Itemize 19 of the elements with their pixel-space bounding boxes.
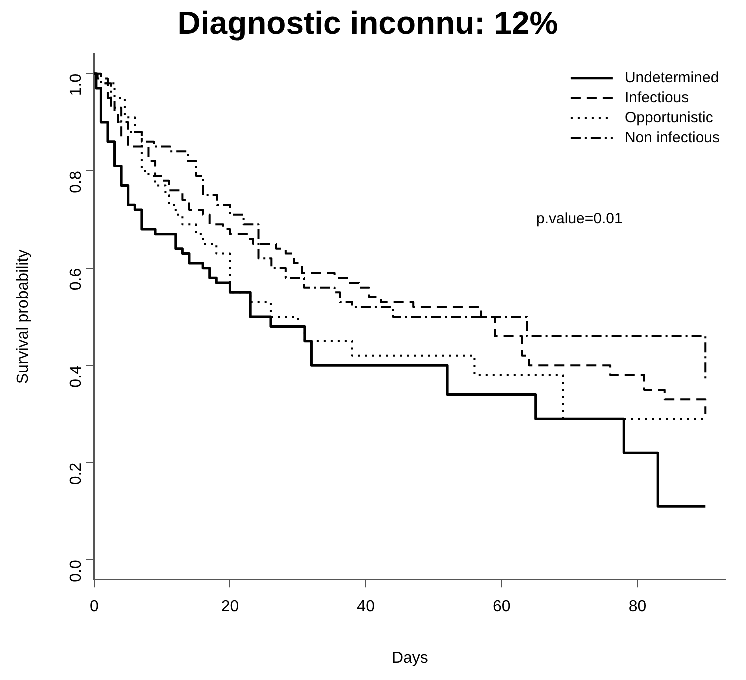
x-tick-label: 0 [90, 598, 99, 616]
x-tick-label: 60 [492, 598, 511, 616]
y-tick-label: 0.8 [68, 171, 85, 194]
y-tick-label: 0.4 [68, 366, 85, 388]
x-axis-title: Days [392, 650, 428, 667]
y-tick-label: 0.2 [68, 462, 85, 486]
legend-label: Non infectious [624, 130, 720, 147]
y-axis-title: Survival probability [15, 250, 32, 384]
x-tick-label: 80 [628, 598, 647, 616]
x-tick-label: 20 [221, 598, 240, 616]
legend-label: Undetermined [624, 70, 720, 87]
y-tick-label: 1.0 [68, 74, 85, 96]
legend-label: Infectious [624, 90, 690, 107]
y-tick-label: 0.6 [68, 268, 85, 291]
y-tick-label: 0.0 [68, 560, 85, 582]
annotation: p.value=0.01 [536, 210, 623, 228]
chart-title: Diagnostic inconnu: 12% [178, 5, 558, 42]
legend-label: Opportunistic [624, 110, 714, 127]
x-tick-label: 40 [357, 598, 376, 616]
